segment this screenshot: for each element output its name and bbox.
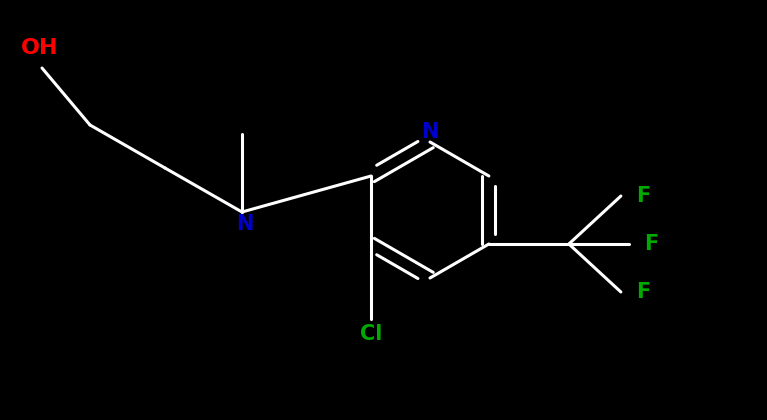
Text: Cl: Cl bbox=[360, 324, 382, 344]
Text: F: F bbox=[644, 234, 658, 254]
Text: F: F bbox=[636, 186, 650, 206]
Text: F: F bbox=[636, 282, 650, 302]
Text: N: N bbox=[236, 214, 254, 234]
Text: OH: OH bbox=[21, 38, 59, 58]
Text: N: N bbox=[421, 122, 439, 142]
